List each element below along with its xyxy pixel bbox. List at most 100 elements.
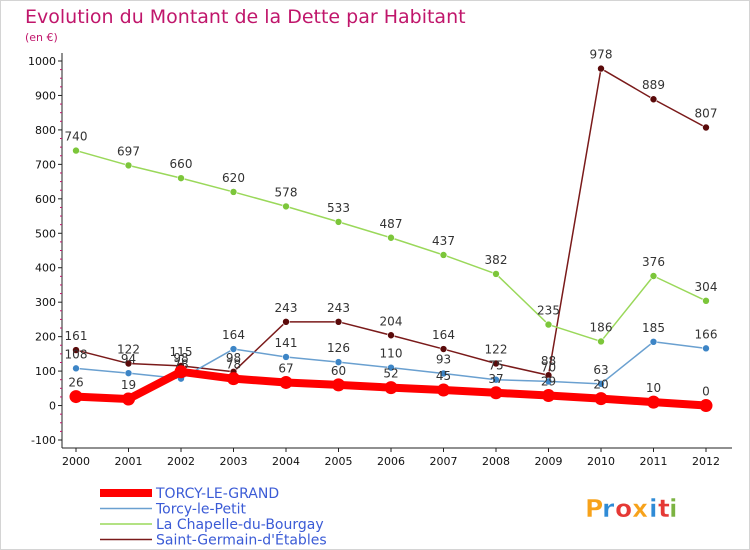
data-label: 122: [485, 343, 508, 357]
data-label: 93: [436, 353, 451, 367]
data-label: 185: [642, 321, 665, 335]
x-tick-label: 2003: [220, 455, 248, 468]
data-point: [177, 174, 185, 182]
y-tick-label: 1000: [28, 55, 56, 68]
data-label: 243: [327, 301, 350, 315]
data-label: 740: [65, 130, 88, 144]
data-label: 70: [541, 360, 556, 374]
data-point: [229, 188, 238, 196]
data-label: 88: [541, 354, 556, 368]
data-point: [334, 218, 343, 226]
data-point: [489, 386, 503, 400]
data-label: 75: [488, 359, 503, 373]
data-label: 697: [117, 144, 140, 158]
data-label: 660: [170, 157, 193, 171]
data-label: 978: [590, 48, 613, 62]
data-point: [702, 344, 710, 353]
brand-letter: i: [669, 494, 678, 523]
legend-item: Saint-Germain-d'Étables: [100, 532, 327, 549]
data-label: 63: [593, 363, 608, 377]
data-point: [282, 318, 290, 326]
data-point: [544, 377, 553, 386]
data-point: [437, 383, 450, 397]
data-point: [69, 390, 83, 404]
data-label: 186: [590, 320, 613, 334]
y-tick-label: 300: [35, 296, 56, 309]
data-point: [174, 365, 188, 379]
data-point: [649, 272, 658, 280]
data-label: 376: [642, 255, 665, 269]
data-point: [492, 359, 500, 368]
x-tick-label: 2007: [430, 455, 458, 468]
data-label: 108: [65, 347, 88, 361]
data-point: [544, 320, 553, 329]
data-label: 164: [432, 328, 455, 342]
legend-item: TORCY-LE-GRAND: [100, 486, 279, 502]
data-label: 94: [121, 352, 136, 366]
data-point: [384, 381, 398, 395]
legend-label: La Chapelle-du-Bourgay: [156, 517, 324, 533]
data-label: 141: [275, 336, 298, 350]
x-tick-label: 2008: [482, 455, 510, 468]
y-tick-label: 200: [35, 331, 56, 344]
x-tick-label: 2001: [115, 455, 143, 468]
chart-unit-label: (en €): [25, 31, 58, 44]
data-label: 620: [222, 171, 245, 185]
brand-letter: o: [615, 494, 632, 523]
data-label: 243: [275, 301, 298, 315]
data-label: 533: [327, 201, 350, 215]
data-label: 166: [695, 327, 718, 341]
y-tick-label: 400: [35, 262, 56, 275]
data-point: [439, 369, 448, 378]
data-label: 10: [646, 381, 661, 395]
brand-letter: x: [632, 494, 648, 523]
data-point: [332, 378, 345, 392]
y-tick-label: 600: [35, 193, 56, 206]
data-label: 98: [226, 351, 241, 365]
data-point: [702, 123, 710, 132]
data-label: 807: [695, 106, 718, 120]
legend-item: Torcy-le-Petit: [100, 502, 246, 518]
legend-item: La Chapelle-du-Bourgay: [100, 517, 324, 533]
legend-label: Torcy-le-Petit: [155, 502, 246, 518]
x-tick-label: 2002: [167, 455, 195, 468]
data-point: [124, 161, 133, 170]
data-point: [124, 359, 133, 368]
x-tick-label: 2011: [640, 455, 668, 468]
data-point: [699, 399, 713, 413]
brand-letter: P: [585, 494, 603, 523]
brand-letter: r: [602, 494, 615, 523]
data-label: 98: [173, 351, 188, 365]
axes: -100010020030040050060070080090010002000…: [28, 53, 732, 468]
data-point: [649, 95, 658, 104]
legend-label: Saint-Germain-d'Étables: [156, 532, 327, 549]
x-tick-label: 2012: [692, 455, 720, 468]
x-tick-label: 2009: [535, 455, 563, 468]
data-point: [282, 353, 290, 361]
brand-letter: t: [658, 494, 670, 523]
data-point: [542, 389, 555, 403]
data-label: 26: [68, 376, 83, 390]
data-label: 164: [222, 328, 245, 342]
data-label: 122: [117, 343, 140, 357]
x-tick-label: 2004: [272, 455, 300, 468]
y-tick-label: 100: [35, 365, 56, 378]
data-point: [334, 318, 343, 326]
data-label: 67: [278, 361, 293, 375]
data-point: [387, 331, 395, 340]
data-point: [439, 251, 448, 259]
y-tick-label: 0: [49, 400, 56, 413]
data-point: [72, 146, 80, 155]
data-point: [597, 337, 605, 346]
data-label: 20: [593, 378, 608, 392]
data-label: 29: [541, 375, 556, 389]
chart-title: Evolution du Montant de la Dette par Hab…: [25, 6, 466, 28]
data-point: [594, 392, 608, 406]
data-label: 889: [642, 78, 665, 92]
brand-letter: i: [649, 494, 658, 523]
